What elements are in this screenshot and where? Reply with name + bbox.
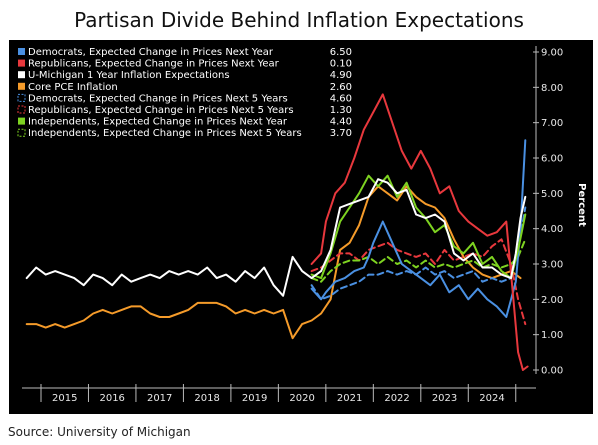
legend-value: 4.60 — [330, 93, 352, 104]
series-line-5 — [310, 238, 527, 326]
legend-swatch — [17, 128, 26, 137]
axes-layer: 0.00 1.00 2.00 3.00 4.00 5.00 6.00 7.00 8.00 9.00… — [22, 46, 563, 404]
x-tick-label: 2023 — [432, 393, 457, 404]
y-tick-label: 9.00 — [541, 48, 563, 59]
x-tick-label: 2021 — [337, 393, 362, 404]
y-tick-label: 6.00 — [541, 154, 563, 165]
legend-swatch — [18, 48, 25, 55]
series-layer — [25, 93, 529, 371]
x-tick-label: 2024 — [479, 393, 504, 404]
legend-swatch — [17, 93, 26, 102]
legend-swatch — [18, 82, 25, 90]
y-tick-label: 7.00 — [541, 118, 563, 129]
y-axis-title: Percent — [576, 183, 587, 227]
legend-label: U-Michigan 1 Year Inflation Expectations — [28, 70, 230, 81]
y-tick-label: 0.00 — [541, 366, 563, 377]
chart-background — [9, 40, 593, 414]
series-line-0 — [310, 139, 527, 318]
legend-label: Republicans, Expected Change in Prices N… — [28, 105, 294, 116]
legend: Democrats, Expected Change in Prices Nex… — [17, 47, 352, 139]
legend-swatch — [17, 105, 26, 114]
y-tick-label: 1.00 — [541, 330, 563, 341]
legend-label: Republicans, Expected Change in Prices N… — [28, 59, 280, 70]
legend-label: Democrats, Expected Change in Prices Nex… — [28, 93, 288, 104]
x-tick-label: 2019 — [242, 393, 267, 404]
legend-value: 3.70 — [330, 128, 352, 139]
y-tick-label: 5.00 — [541, 189, 563, 200]
x-tick-label: 2020 — [289, 393, 314, 404]
x-tick-label: 2022 — [384, 393, 409, 404]
series-line-7 — [310, 238, 527, 283]
legend-value: 4.40 — [330, 117, 352, 128]
series-line-6 — [310, 174, 527, 280]
x-tick-label: 2016 — [99, 393, 124, 404]
legend-value: 1.30 — [330, 105, 352, 116]
series-line-2 — [25, 178, 527, 297]
legend-value: 4.90 — [330, 70, 352, 81]
legend-label: Independents, Expected Change in Prices … — [28, 117, 288, 128]
page-title: Partisan Divide Behind Inflation Expecta… — [74, 8, 524, 32]
x-tick-label: 2017 — [147, 393, 172, 404]
y-tick-label: 8.00 — [541, 83, 563, 94]
legend-label: Independents, Expected Change in Prices … — [28, 128, 302, 139]
legend-swatch — [18, 117, 25, 125]
legend-label: Core PCE Inflation — [28, 82, 118, 93]
y-tick-label: 2.00 — [541, 295, 563, 306]
legend-swatch — [18, 71, 25, 79]
x-tick-label: 2018 — [194, 393, 219, 404]
x-tick-label: 2015 — [52, 393, 77, 404]
series-line-1 — [310, 93, 529, 371]
y-tick-label: 3.00 — [541, 260, 563, 271]
legend-value: 0.10 — [330, 59, 352, 70]
legend-value: 6.50 — [330, 47, 352, 58]
legend-swatch — [18, 59, 25, 67]
series-line-4 — [310, 206, 527, 301]
series-line-3 — [25, 185, 522, 340]
legend-label: Democrats, Expected Change in Prices Nex… — [28, 47, 274, 58]
y-tick-label: 4.00 — [541, 224, 563, 235]
source-note: Source: University of Michigan — [8, 425, 191, 439]
legend-value: 2.60 — [330, 82, 352, 93]
